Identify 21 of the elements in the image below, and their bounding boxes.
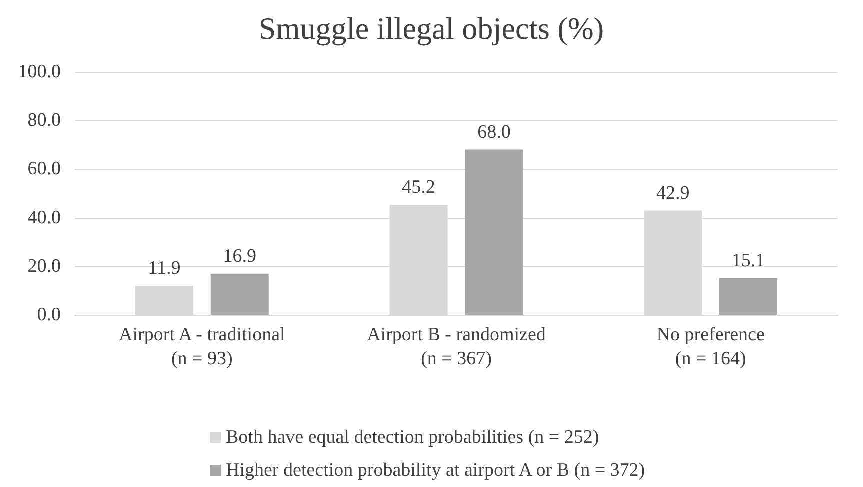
bar	[465, 150, 524, 315]
x-tick-label: No preference (n = 164)	[656, 324, 765, 370]
legend-label: Both have equal detection probabilities (n = 252)	[226, 427, 600, 448]
y-tick-label: 40.0	[28, 207, 61, 228]
data-label: 45.2	[402, 177, 436, 198]
x-tick-label: Airport A - traditional (n = 93)	[119, 324, 286, 370]
data-label: 68.0	[478, 122, 511, 143]
y-tick-label: 20.0	[28, 256, 61, 277]
data-label: 16.9	[223, 246, 256, 267]
bar	[210, 274, 269, 315]
y-tick-label: 0.0	[37, 304, 61, 326]
data-label: 42.9	[656, 182, 690, 204]
bar	[720, 278, 778, 315]
legend-label: Higher detection probability at airport A or B (n = 372)	[226, 460, 646, 481]
data-label: 11.9	[148, 258, 181, 280]
data-label: 15.1	[732, 250, 766, 272]
chart-title: Smuggle illegal objects (%)	[258, 11, 604, 46]
y-tick-label: 100.0	[18, 62, 61, 82]
y-tick-label: 60.0	[28, 158, 61, 180]
x-tick-label: Airport B - randomized (n = 367)	[367, 324, 546, 370]
y-tick-label: 80.0	[28, 110, 61, 132]
